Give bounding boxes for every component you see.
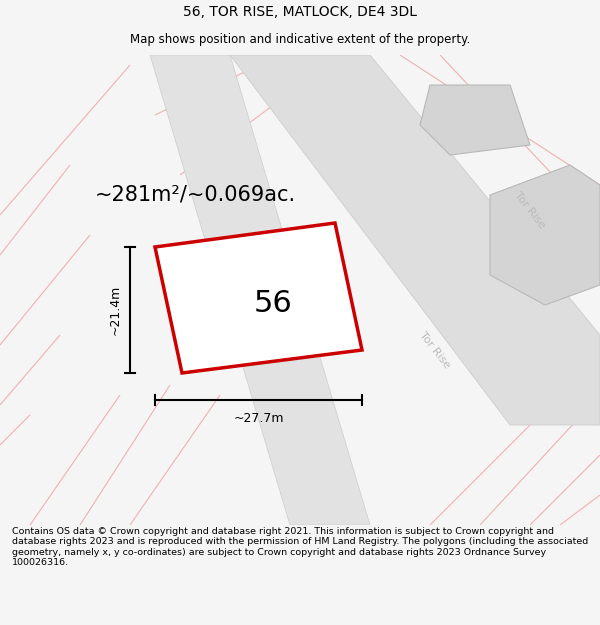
Text: ~27.7m: ~27.7m — [233, 411, 284, 424]
Text: Map shows position and indicative extent of the property.: Map shows position and indicative extent… — [130, 33, 470, 46]
Polygon shape — [420, 85, 530, 155]
Text: 56, TOR RISE, MATLOCK, DE4 3DL: 56, TOR RISE, MATLOCK, DE4 3DL — [183, 5, 417, 19]
Polygon shape — [155, 223, 362, 373]
Polygon shape — [490, 165, 600, 305]
Polygon shape — [230, 55, 600, 425]
Text: ~21.4m: ~21.4m — [109, 285, 122, 335]
Text: ~281m²/~0.069ac.: ~281m²/~0.069ac. — [94, 185, 296, 205]
Text: Contains OS data © Crown copyright and database right 2021. This information is : Contains OS data © Crown copyright and d… — [12, 527, 588, 568]
Text: 56: 56 — [254, 289, 293, 318]
Polygon shape — [150, 55, 370, 525]
Text: Tor Rise: Tor Rise — [418, 330, 452, 370]
Text: Tor Rise: Tor Rise — [513, 190, 547, 230]
